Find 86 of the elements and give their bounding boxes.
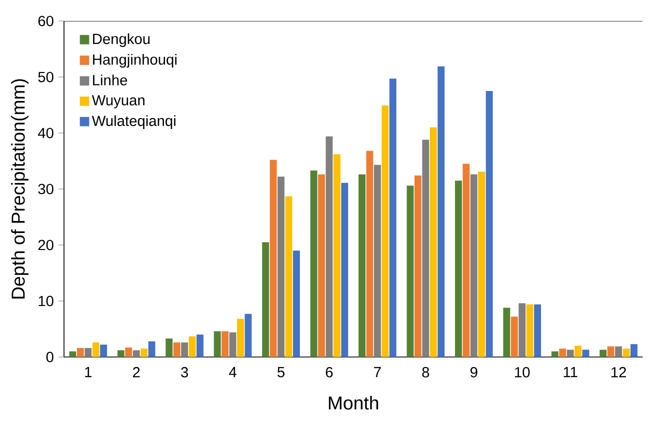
bar xyxy=(125,347,132,357)
legend-label: Linhe xyxy=(93,74,128,86)
bar xyxy=(551,351,558,357)
bar xyxy=(566,350,574,357)
bar xyxy=(615,346,622,357)
bar xyxy=(140,348,148,357)
bar xyxy=(188,336,196,357)
bar xyxy=(196,334,204,357)
x-tick-label: 5 xyxy=(278,367,284,378)
bar xyxy=(237,318,244,357)
y-tick-label: 20 xyxy=(38,240,54,250)
bar xyxy=(582,350,590,357)
bar xyxy=(84,348,92,357)
bar xyxy=(333,154,340,357)
x-tick-label: 10 xyxy=(515,367,530,378)
x-tick-label: 3 xyxy=(181,367,188,378)
bar xyxy=(166,338,173,357)
y-tick-label: 40 xyxy=(38,128,54,138)
legend-label: Wuyuan xyxy=(92,95,144,108)
legend-label: Wulateqianqi xyxy=(92,115,176,129)
bar xyxy=(326,136,333,357)
bar xyxy=(406,186,414,357)
bar xyxy=(173,342,180,357)
bar xyxy=(285,196,292,357)
bar xyxy=(414,176,422,357)
bar xyxy=(358,174,366,357)
bar xyxy=(222,331,229,357)
bar xyxy=(100,344,108,357)
bar xyxy=(292,250,300,357)
bar xyxy=(92,342,100,357)
bar xyxy=(341,182,348,357)
bar xyxy=(389,78,396,357)
bar xyxy=(366,150,374,357)
bar xyxy=(534,304,542,357)
bar xyxy=(310,170,318,357)
bar xyxy=(148,341,156,357)
legend-label: Dengkou xyxy=(93,33,150,47)
bar xyxy=(117,350,124,357)
bar xyxy=(454,180,462,357)
y-tick-label: 0 xyxy=(46,352,54,362)
bar xyxy=(422,140,430,357)
bar xyxy=(374,164,381,357)
bar xyxy=(262,242,270,357)
bar xyxy=(486,90,493,357)
x-tick-label: 2 xyxy=(132,367,140,378)
bar xyxy=(470,174,478,357)
x-tick-label: 4 xyxy=(229,367,236,378)
y-axis-title: Depth of Precipitation(mm) xyxy=(11,79,28,298)
bar xyxy=(76,348,84,357)
x-tick-label: 12 xyxy=(612,367,626,378)
bar xyxy=(462,164,470,357)
x-tick-label: 8 xyxy=(422,367,430,378)
bar xyxy=(430,127,437,357)
bar xyxy=(318,174,325,357)
bar xyxy=(244,314,252,357)
bar xyxy=(69,351,76,357)
bar xyxy=(478,172,486,357)
bar xyxy=(607,346,614,357)
bar xyxy=(600,350,607,357)
bar xyxy=(630,344,638,357)
bar xyxy=(229,332,236,357)
y-tick-label: 10 xyxy=(38,296,54,306)
bar xyxy=(270,160,277,357)
bar xyxy=(510,316,518,357)
x-tick-label: 6 xyxy=(326,367,333,378)
y-tick-label: 50 xyxy=(38,72,54,82)
bar xyxy=(214,331,221,357)
bar xyxy=(518,303,526,357)
x-tick-label: 7 xyxy=(374,367,381,378)
x-tick-label: 1 xyxy=(85,367,92,378)
bar xyxy=(132,350,140,357)
bar xyxy=(278,176,284,357)
bar xyxy=(181,342,188,357)
bar xyxy=(574,346,582,357)
bar xyxy=(438,66,445,357)
bar xyxy=(559,348,566,357)
x-axis-title: Month xyxy=(328,396,378,410)
x-tick-label: 11 xyxy=(564,367,578,378)
legend-label: Hangjinhouqi xyxy=(93,54,176,68)
bar xyxy=(622,348,630,357)
bar xyxy=(503,308,510,357)
bar xyxy=(382,106,389,357)
y-tick-label: 60 xyxy=(38,16,54,26)
bar xyxy=(526,304,534,357)
x-tick-label: 9 xyxy=(470,367,478,378)
y-tick-label: 30 xyxy=(38,184,54,194)
